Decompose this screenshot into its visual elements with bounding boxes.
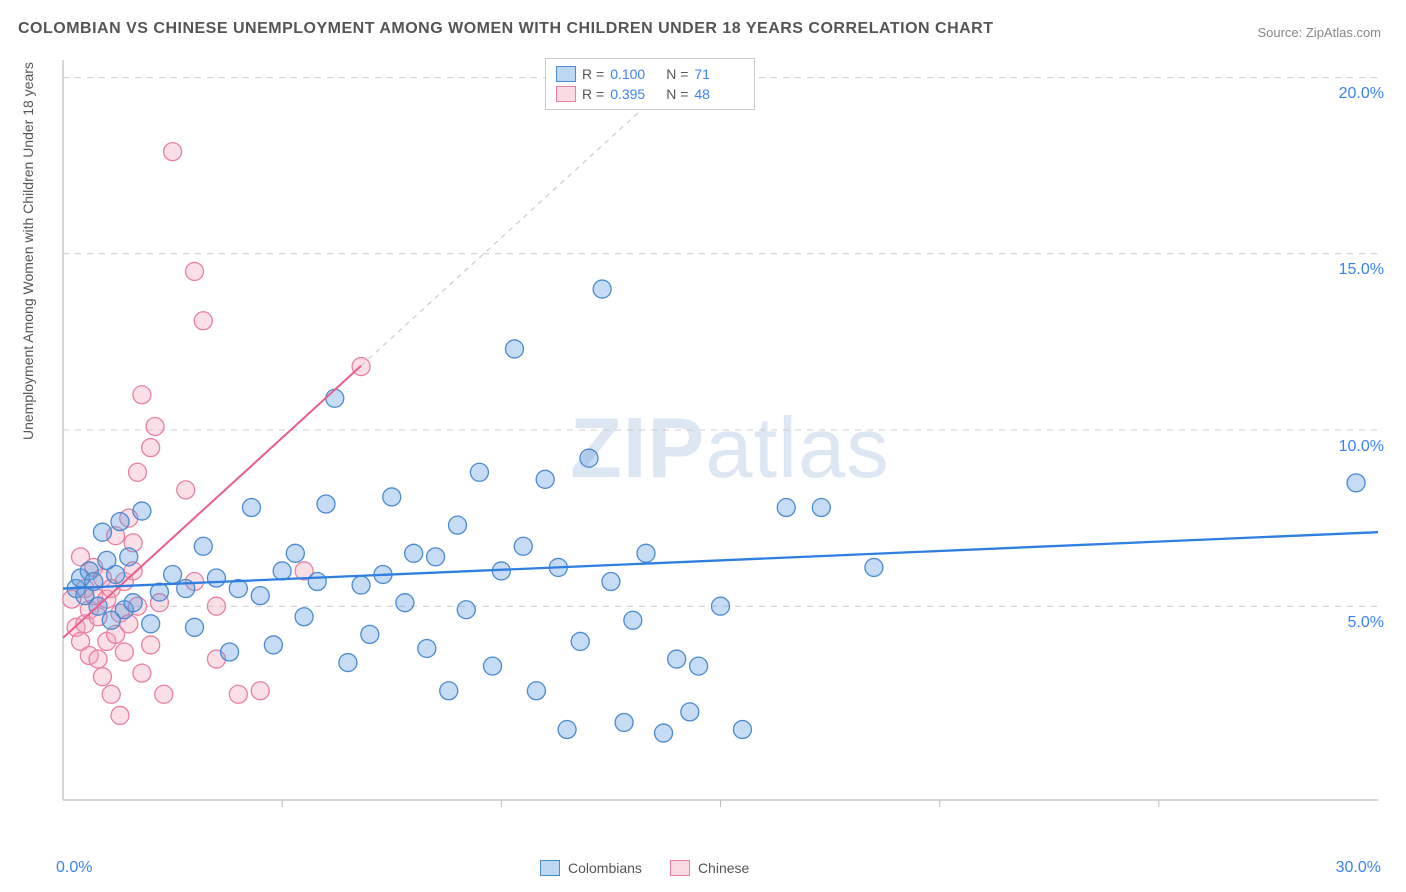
x-tick-min: 0.0% <box>56 859 92 877</box>
legend-n-label: N = <box>666 86 688 102</box>
source-label: Source: ZipAtlas.com <box>1257 25 1381 40</box>
legend-r-label: R = <box>582 66 604 82</box>
y-tick-label: 5.0% <box>1348 614 1384 632</box>
legend-n-value-colombians: 71 <box>694 66 744 82</box>
swatch-colombians <box>540 860 560 876</box>
legend-n-value-chinese: 48 <box>694 86 744 102</box>
legend-r-value-colombians: 0.100 <box>610 66 660 82</box>
legend-correlation: R = 0.100 N = 71 R = 0.395 N = 48 <box>545 58 755 110</box>
swatch-chinese <box>556 86 576 102</box>
y-tick-label: 20.0% <box>1339 85 1384 103</box>
y-tick-label: 10.0% <box>1339 438 1384 456</box>
x-tick-max: 30.0% <box>1336 859 1381 877</box>
legend-r-label: R = <box>582 86 604 102</box>
legend-r-value-chinese: 0.395 <box>610 86 660 102</box>
legend-series: Colombians Chinese <box>540 860 749 876</box>
legend-label-colombians: Colombians <box>568 860 642 876</box>
legend-label-chinese: Chinese <box>698 860 749 876</box>
legend-row-chinese: R = 0.395 N = 48 <box>556 84 744 104</box>
swatch-colombians <box>556 66 576 82</box>
chart-title: COLOMBIAN VS CHINESE UNEMPLOYMENT AMONG … <box>18 20 994 38</box>
legend-item-chinese: Chinese <box>670 860 749 876</box>
legend-item-colombians: Colombians <box>540 860 642 876</box>
swatch-chinese <box>670 860 690 876</box>
legend-n-label: N = <box>666 66 688 82</box>
y-tick-label: 15.0% <box>1339 261 1384 279</box>
scatter-chart <box>53 50 1388 820</box>
legend-row-colombians: R = 0.100 N = 71 <box>556 64 744 84</box>
y-axis-label: Unemployment Among Women with Children U… <box>20 62 36 440</box>
